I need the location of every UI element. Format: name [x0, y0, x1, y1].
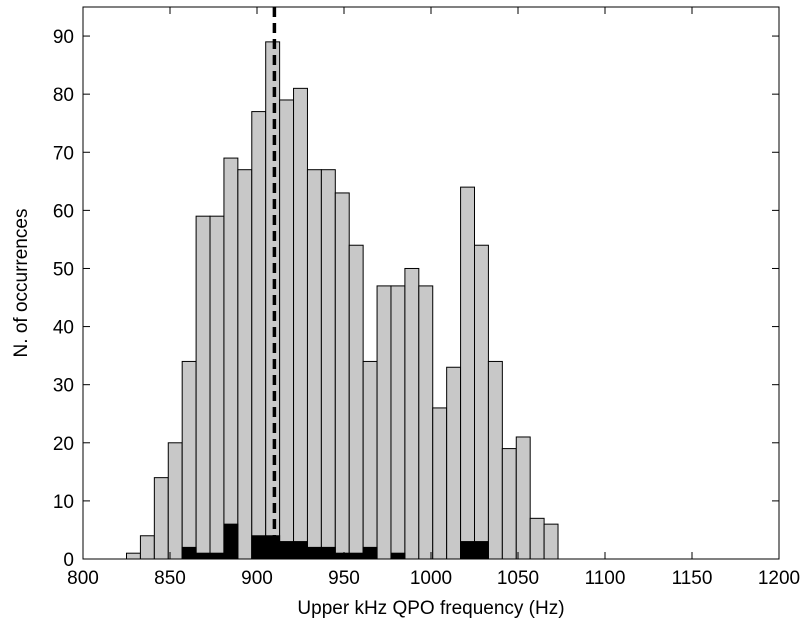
bar-total-977 — [390, 285, 406, 560]
y-tick-label: 70 — [53, 143, 74, 164]
bar-total-1033 — [487, 360, 503, 560]
bar-subset-857 — [181, 546, 197, 560]
background-bars-group — [126, 41, 559, 560]
y-tick-label: 30 — [53, 376, 74, 397]
bar-subset-1017 — [460, 541, 475, 560]
bar-subset-937 — [320, 546, 336, 560]
x-tick-label: 850 — [154, 568, 186, 589]
bar-total-1009 — [446, 366, 462, 560]
x-tick-label: 1050 — [497, 568, 539, 589]
bar-subset-913 — [279, 541, 295, 560]
bar-total-993 — [418, 285, 434, 560]
bar-total-825 — [126, 552, 141, 560]
bar-total-1025 — [474, 244, 489, 560]
y-axis-label: N. of occurrences — [11, 209, 32, 358]
bar-subset-897 — [251, 535, 267, 560]
bar-total-897 — [251, 111, 267, 560]
y-tick-label: 20 — [53, 434, 74, 455]
y-tick-label: 80 — [53, 85, 74, 106]
bar-total-881 — [223, 157, 239, 560]
x-tick-label: 1200 — [758, 568, 800, 589]
x-tick-label: 1100 — [585, 568, 626, 589]
x-tick-label: 800 — [67, 568, 99, 589]
bar-subset-873 — [209, 552, 225, 560]
bar-total-937 — [320, 169, 336, 560]
bar-total-889 — [237, 169, 253, 560]
bar-total-969 — [376, 285, 392, 560]
bar-total-945 — [334, 192, 350, 560]
bar-total-1065 — [543, 523, 559, 560]
bar-subset-929 — [306, 546, 322, 560]
y-tick-label: 0 — [63, 550, 74, 571]
bar-total-953 — [348, 244, 364, 560]
x-tick-label: 1150 — [672, 568, 713, 589]
bar-total-865 — [195, 215, 211, 560]
bar-total-1017 — [460, 186, 475, 560]
bar-total-833 — [139, 535, 155, 560]
bar-total-929 — [306, 169, 322, 560]
tick-labels-group: 800 850 900 950 1000 1050 1100 1150 1200 0 10 20 30 4… — [53, 27, 800, 589]
bar-total-1049 — [515, 436, 531, 560]
bar-subset-977 — [390, 552, 406, 560]
y-tick-label: 40 — [53, 318, 74, 339]
bar-subset-945 — [334, 552, 350, 560]
y-tick-label: 10 — [53, 492, 74, 513]
bar-total-961 — [362, 360, 378, 560]
axis-ticks-group — [82, 7, 780, 560]
bar-subset-865 — [195, 552, 211, 560]
bar-subset-1025 — [474, 541, 489, 560]
bar-total-1041 — [501, 448, 517, 560]
bar-total-985 — [404, 267, 420, 560]
bar-total-1001 — [432, 407, 448, 560]
bar-total-849 — [167, 442, 183, 560]
bar-total-921 — [293, 87, 308, 560]
x-tick-label: 950 — [328, 568, 360, 589]
x-tick-label: 1000 — [410, 568, 452, 589]
bar-total-857 — [181, 360, 197, 560]
bar-total-873 — [209, 215, 225, 560]
x-tick-label: 900 — [241, 568, 273, 589]
bar-subset-953 — [348, 552, 364, 560]
bar-subset-921 — [293, 541, 308, 560]
y-tick-label: 50 — [53, 259, 74, 280]
bar-total-841 — [153, 477, 169, 560]
x-axis-label: Upper kHz QPO frequency (Hz) — [297, 598, 564, 619]
bar-total-1057 — [529, 517, 545, 560]
y-tick-label: 60 — [53, 201, 74, 222]
bar-subset-961 — [362, 546, 378, 560]
y-tick-label: 90 — [53, 27, 74, 48]
bar-subset-881 — [223, 523, 239, 560]
bar-total-913 — [279, 99, 295, 560]
